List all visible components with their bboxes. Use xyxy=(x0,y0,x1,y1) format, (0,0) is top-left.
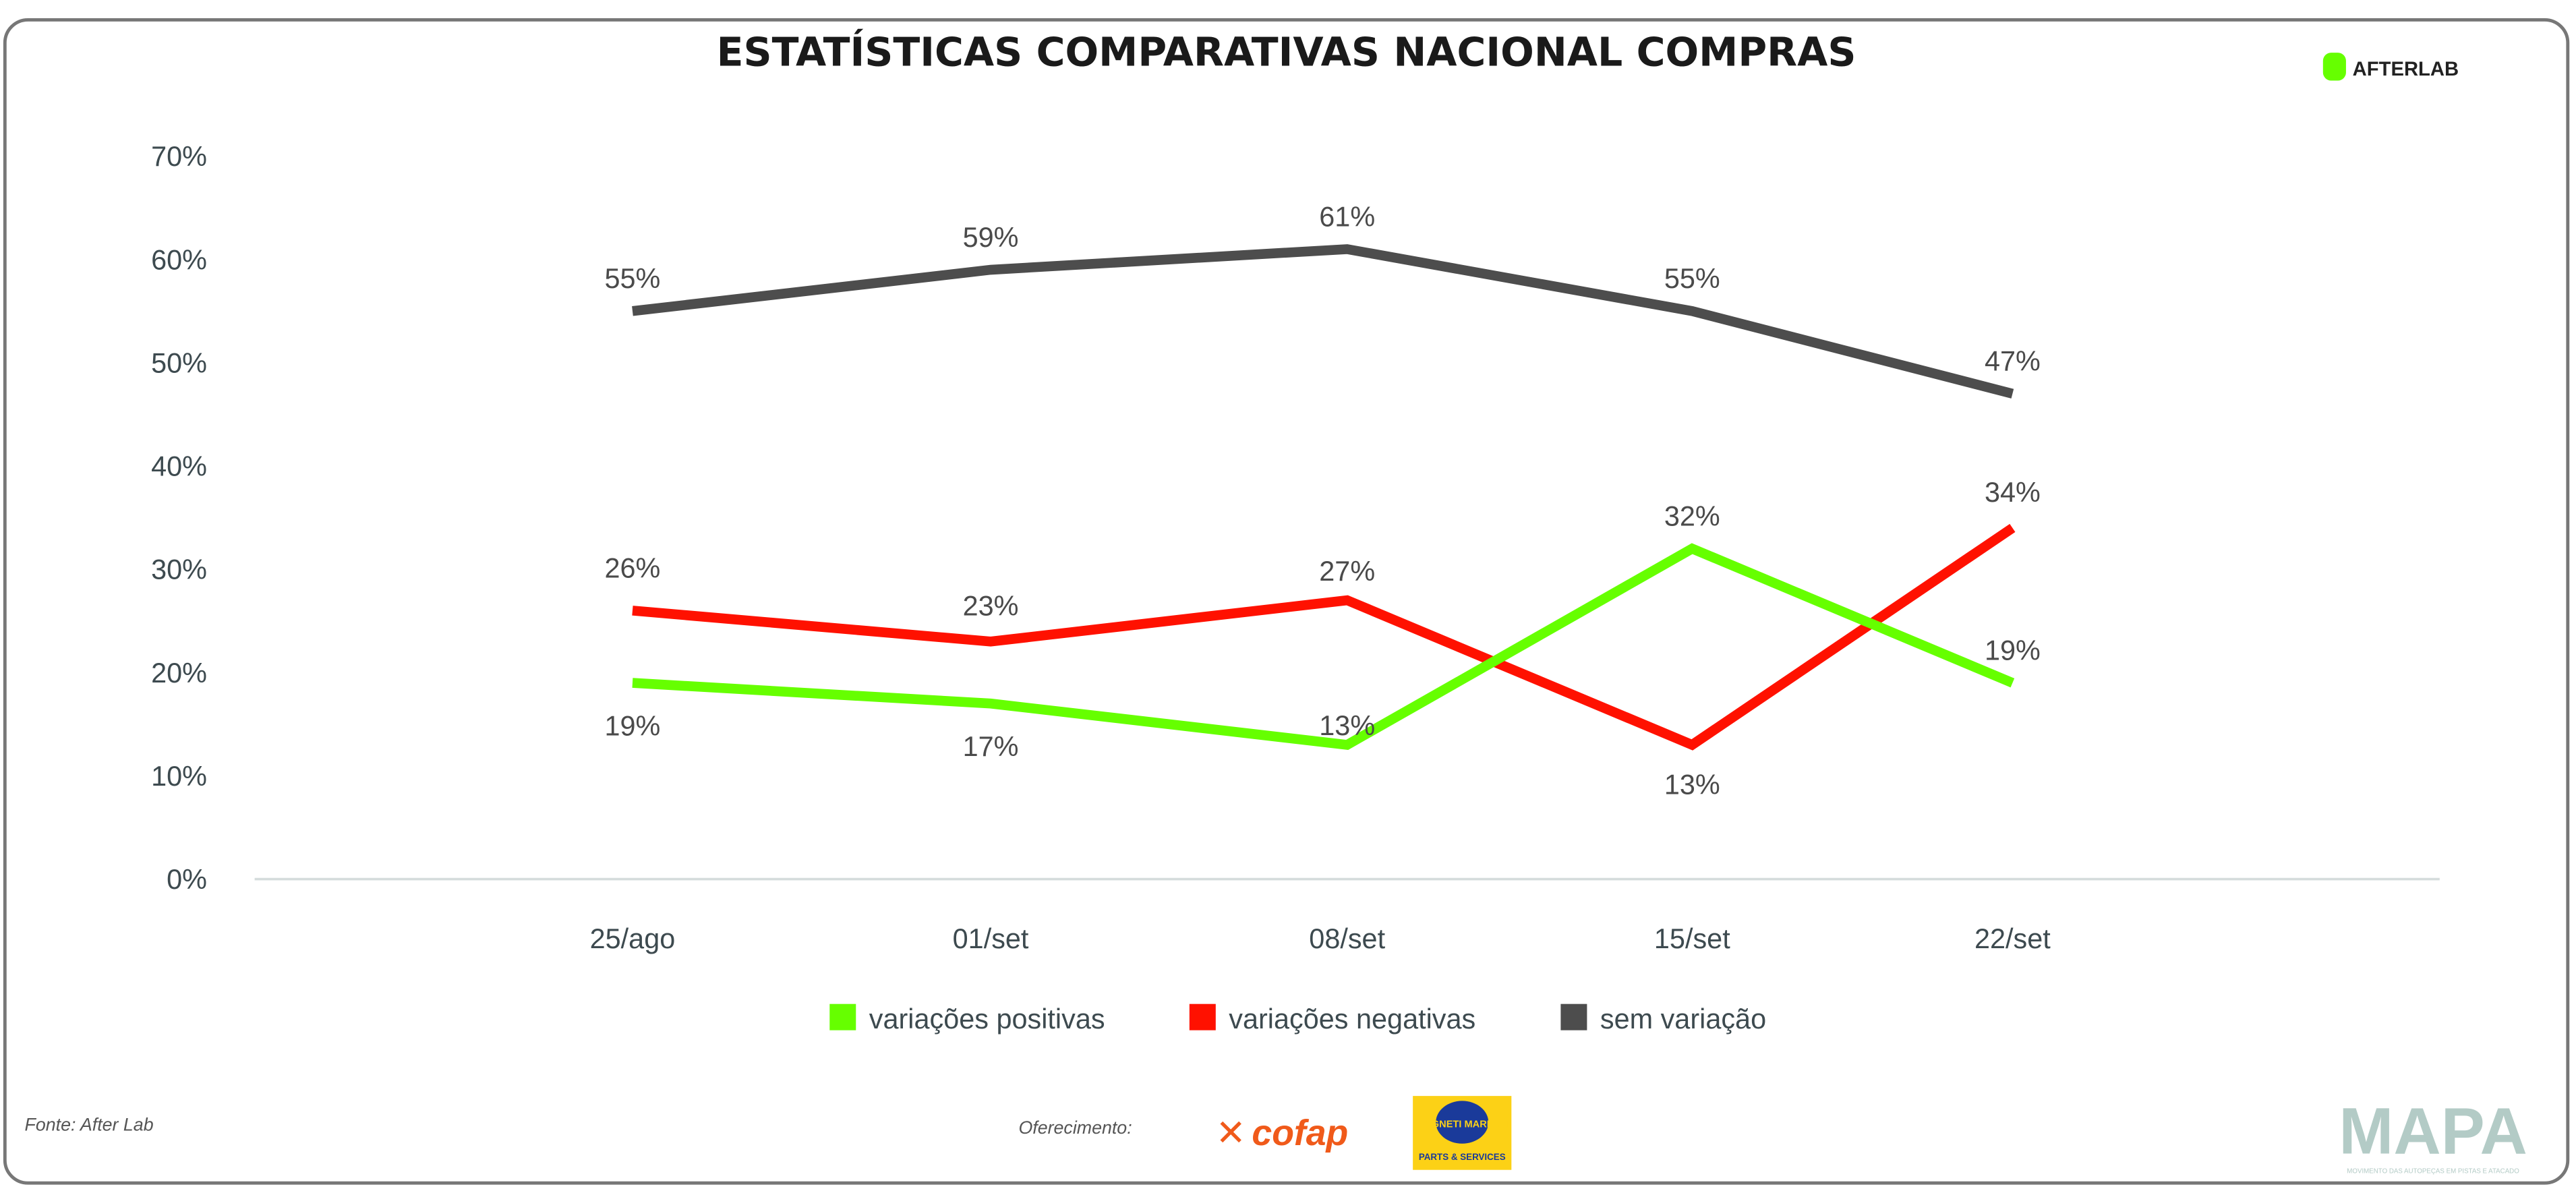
legend-label: sem variação xyxy=(1600,1003,1766,1035)
magneti-marelli-logo: MAGNETI MARELLI PARTS & SERVICES xyxy=(1413,1096,1512,1170)
y-tick-label: 60% xyxy=(151,244,207,275)
data-label: 19% xyxy=(1985,635,2041,666)
y-tick-label: 70% xyxy=(151,141,207,172)
legend-swatch xyxy=(1560,1003,1587,1030)
y-tick-label: 40% xyxy=(151,451,207,482)
legend-label: variações negativas xyxy=(1229,1003,1475,1035)
data-label: 13% xyxy=(1319,710,1375,741)
data-label: 55% xyxy=(605,263,661,294)
data-label: 17% xyxy=(963,731,1019,762)
x-tick-label: 22/set xyxy=(1974,923,2051,954)
data-label: 47% xyxy=(1985,346,2041,377)
series-2: 55% 59% 61% 55% 47% xyxy=(605,201,2041,399)
y-tick-label: 50% xyxy=(151,347,207,378)
chart-title: ESTATÍSTICAS COMPARATIVAS NACIONAL COMPR… xyxy=(717,29,1856,76)
series-line xyxy=(632,523,2016,751)
data-label: 19% xyxy=(605,711,661,742)
series-1: 26% 23% 27% 13% 34% xyxy=(605,477,2041,801)
data-label: 59% xyxy=(963,222,1019,253)
afterlab-logo: AFTERLAB xyxy=(2322,53,2459,81)
svg-text:cofap: cofap xyxy=(1252,1113,1348,1153)
data-label: 61% xyxy=(1319,201,1375,232)
y-tick-label: 20% xyxy=(151,658,207,689)
svg-text:MOVIMENTO DAS AUTOPEÇAS EM PIS: MOVIMENTO DAS AUTOPEÇAS EM PISTAS E ATAC… xyxy=(2347,1168,2519,1175)
svg-text:✕: ✕ xyxy=(1216,1113,1246,1153)
source-note: Fonte: After Lab xyxy=(25,1114,154,1134)
sponsor-label: Oferecimento: xyxy=(1018,1117,1132,1138)
x-tick-label: 08/set xyxy=(1309,923,1385,954)
mapa-logo: MAPA MOVIMENTO DAS AUTOPEÇAS EM PISTAS E… xyxy=(2339,1094,2527,1175)
data-label: 32% xyxy=(1664,500,1720,531)
y-tick-label: 30% xyxy=(151,554,207,585)
svg-text:AFTERLAB: AFTERLAB xyxy=(2353,59,2459,80)
data-label: 55% xyxy=(1664,263,1720,294)
series-line xyxy=(632,543,2015,750)
svg-text:MAGNETI MARELLI: MAGNETI MARELLI xyxy=(1416,1119,1508,1130)
legend-label: variações positivas xyxy=(869,1003,1105,1035)
series-0: 19% 17% 13% 32% 19% xyxy=(605,500,2041,762)
svg-text:PARTS & SERVICES: PARTS & SERVICES xyxy=(1419,1152,1506,1162)
series-line xyxy=(632,244,2014,399)
x-tick-label: 01/set xyxy=(953,923,1029,954)
data-label: 34% xyxy=(1985,477,2041,508)
data-label: 23% xyxy=(963,590,1019,621)
legend-swatch xyxy=(1189,1003,1216,1030)
legend-swatch xyxy=(829,1003,856,1030)
data-label: 13% xyxy=(1664,769,1720,801)
data-label: 27% xyxy=(1319,556,1375,587)
x-tick-label: 15/set xyxy=(1654,923,1730,954)
data-label: 26% xyxy=(605,553,661,584)
y-tick-label: 0% xyxy=(167,864,207,895)
x-tick-label: 25/ago xyxy=(590,923,676,954)
cofap-logo: ✕ cofap xyxy=(1216,1113,1349,1153)
y-tick-label: 10% xyxy=(151,761,207,792)
svg-text:MAPA: MAPA xyxy=(2339,1094,2527,1167)
